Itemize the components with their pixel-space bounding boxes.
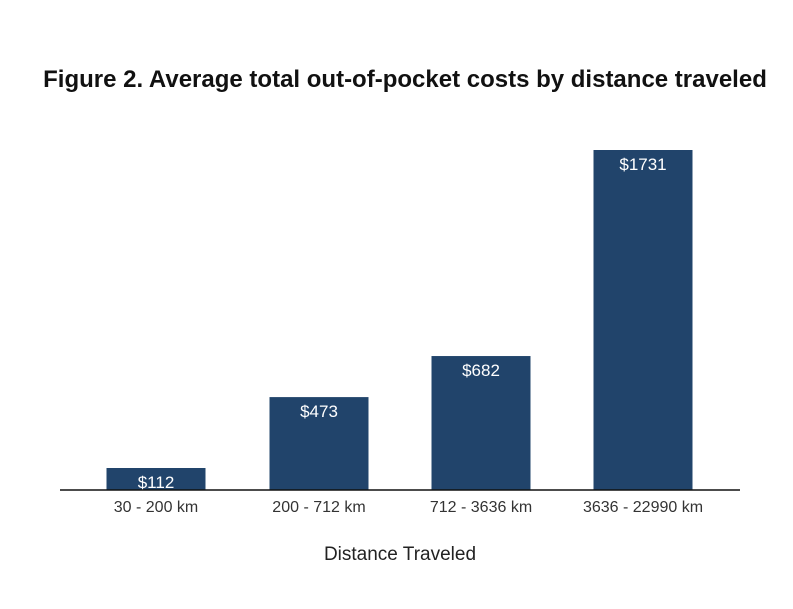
x-axis-title: Distance Traveled xyxy=(324,544,476,565)
chart-title: Figure 2. Average total out-of-pocket co… xyxy=(43,66,767,93)
bar-1 xyxy=(106,468,206,490)
bar-value-label: $1731 xyxy=(619,155,666,174)
bar-value-label: $112 xyxy=(138,473,175,492)
x-tick-label: 200 - 712 km xyxy=(272,499,365,516)
bar-value-label: $682 xyxy=(462,361,500,380)
x-tick-label: 712 - 3636 km xyxy=(430,499,532,516)
bar-value-label: $473 xyxy=(300,402,338,421)
x-tick-label: 3636 - 22990 km xyxy=(583,499,703,516)
bar-4 xyxy=(593,150,693,490)
x-tick-label: 30 - 200 km xyxy=(114,499,198,516)
bar-3 xyxy=(431,356,531,490)
bar-2 xyxy=(269,397,369,490)
